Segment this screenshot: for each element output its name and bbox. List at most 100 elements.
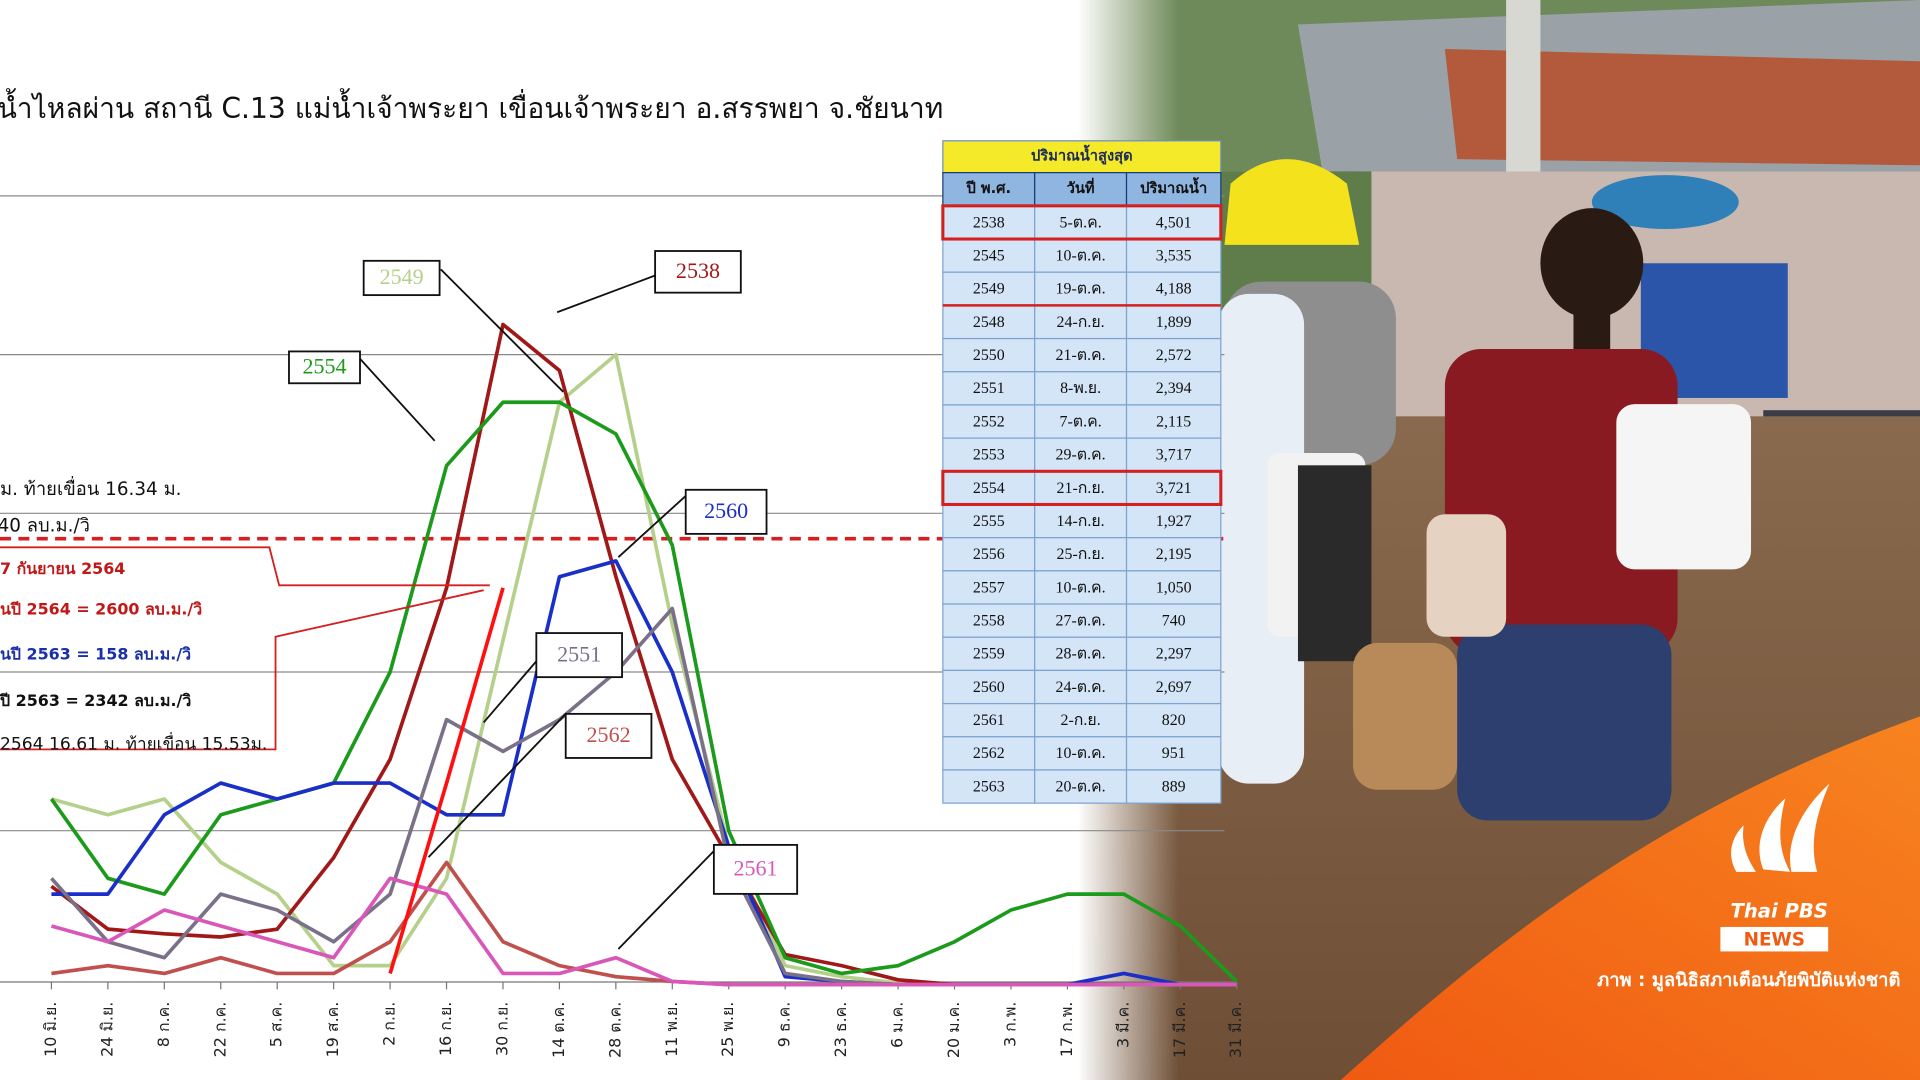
plot-area: 10 มิ.ย. 24 มิ.ย. 8 ก.ค. 22 ก.ค. 5 ส.ค. 19 ส.… [0,195,1245,1059]
brand-corner [1340,716,1920,1080]
leader-line [359,358,436,442]
leader-line [617,495,687,558]
table-cell-text: 2555 [973,513,1005,530]
legend-entry: 2561 [733,856,777,881]
series-label-box [362,259,441,297]
table-cell-text: 2,115 [1156,413,1191,430]
flood-photo [1077,0,1920,1080]
table-cell-text: 2552 [973,413,1005,430]
series-label-box [684,488,768,535]
series-line [388,587,505,974]
annotation: นปี 2563 = 158 ลบ.ม./วิ [0,645,191,664]
x-tick-label: 30 ก.ย. [492,1002,511,1056]
table-cell [1034,271,1128,307]
series-label-box [712,843,799,895]
table-cell-text: 2556 [973,546,1005,563]
table-header: ปริมาณน้ำ [1140,177,1207,197]
annotation: 7 กันยายน 2564 [0,559,125,578]
annotation: ปี 2563 = 2342 ลบ.ม./วิ [0,691,191,710]
logo-badge [1720,926,1829,952]
logo-mark [1731,783,1830,872]
x-tick-label: 24 มิ.ย. [97,1002,116,1057]
table-cell-text: 2550 [973,347,1005,364]
table-cell-text: 21-ก.ย. [1057,480,1105,497]
table-cell [1125,736,1222,771]
series-label-box [564,712,653,759]
table-cell [1125,470,1222,506]
x-tick-label: 28 ต.ค. [605,1002,624,1058]
series-label-box [654,250,742,294]
table-cell-text: 19-ต.ค. [1056,281,1106,298]
leader-line [427,713,567,858]
series-line [49,400,1239,983]
table-cell [1125,669,1222,705]
legend-entry: 2554 [302,354,346,379]
highlight-box [941,469,1223,507]
table-cell-text: 1,927 [1156,513,1192,530]
table-cell-text: 8-พ.ย. [1060,380,1101,397]
series-label-box [535,632,623,679]
highlight-box [941,204,1223,241]
table-cell [1125,238,1222,273]
legend-entry: 2549 [380,264,424,289]
table-cell [1125,337,1222,373]
table-cell-text: 2,297 [1156,646,1192,663]
series-labels: 2549 2538 2554 2560 2551 2562 2561 [288,250,799,950]
table-cell [1034,470,1128,506]
table-cell-text: 7-ต.ค. [1060,413,1102,430]
table-cell-text: 2560 [973,679,1005,696]
table-cell [1125,437,1222,472]
x-tick-label: 20 ม.ค. [944,1002,963,1059]
table-cell [942,205,1036,240]
table-cell-text: 740 [1162,613,1186,630]
table-cell-text: 25-ก.ย. [1057,546,1105,563]
logo-brand: Thai PBS [1730,900,1827,923]
legend-entry: 2560 [704,498,748,523]
table-cell-text: 24-ก.ย. [1057,314,1105,331]
table-cell-text: 27-ต.ค. [1056,613,1106,630]
table-cell [1125,537,1222,572]
leader-line [440,268,564,393]
table-cell-text: 2553 [973,447,1005,464]
x-tick-label: 8 ก.ค. [154,1002,173,1048]
table-cell [942,437,1036,472]
table-title: ปริมาณน้ำสูงสุด [1031,145,1133,166]
table-cell-text: 2545 [973,247,1005,264]
table-cell [942,238,1036,273]
x-tick-label: 14 ต.ค. [549,1002,568,1058]
table-cell-text: 24-ต.ค. [1056,679,1106,696]
table-cell-text: 951 [1162,745,1186,762]
table-cell-text: 889 [1162,778,1186,795]
table-cell-text: 3,717 [1156,447,1192,464]
x-tick-label: 22 ก.ค. [210,1002,229,1058]
legend-entry: 2538 [676,258,720,283]
max-flow-table: ปริมาณน้ำสูงสุดปี พ.ศ. วันที่ ปริมาณน้ำ 253… [941,140,1223,804]
table-cell-text: 2557 [973,579,1005,596]
x-tick-label: 10 มิ.ย. [41,1002,60,1057]
table-cell-text: 10-ต.ค. [1056,579,1106,596]
x-tick-label: 31 มี.ค. [1226,1002,1245,1059]
table-cell [1125,503,1222,539]
table-cell-text: 2554 [973,480,1005,497]
table-cell [1034,736,1128,771]
table-header: ปี พ.ศ. [965,180,1011,197]
table-cell-text: 10-ต.ค. [1056,745,1106,762]
table-cell [942,702,1036,738]
table-cell [1034,404,1128,439]
table-cell-text: 820 [1162,712,1186,729]
annotation: 40 ลบ.ม./วิ [0,516,90,537]
table-cell [942,404,1036,439]
table-cell [1125,271,1222,307]
table-cell [1034,702,1128,738]
series-label-box [288,350,361,385]
chart-title: น้ำไหลผ่าน สถานี C.13 แม่น้ำเจ้าพระยา เข… [0,88,943,125]
annotation: ม. ท้ายเขื่อน 16.34 ม. [0,476,182,500]
table-cell-text: 1,050 [1156,579,1192,596]
x-tick-label: 19 ส.ค. [323,1002,342,1058]
table-cell-text: 28-ต.ค. [1056,646,1106,663]
table-cell-text: 4,188 [1156,281,1192,298]
x-tick-label: 17 ก.พ. [1057,1002,1076,1058]
photo-credit: ภาพ : มูลนิธิสภาเตือนภัยพิบัติแห่งชาติ [1597,969,1900,992]
x-tick-label: 5 ส.ค. [267,1002,286,1048]
